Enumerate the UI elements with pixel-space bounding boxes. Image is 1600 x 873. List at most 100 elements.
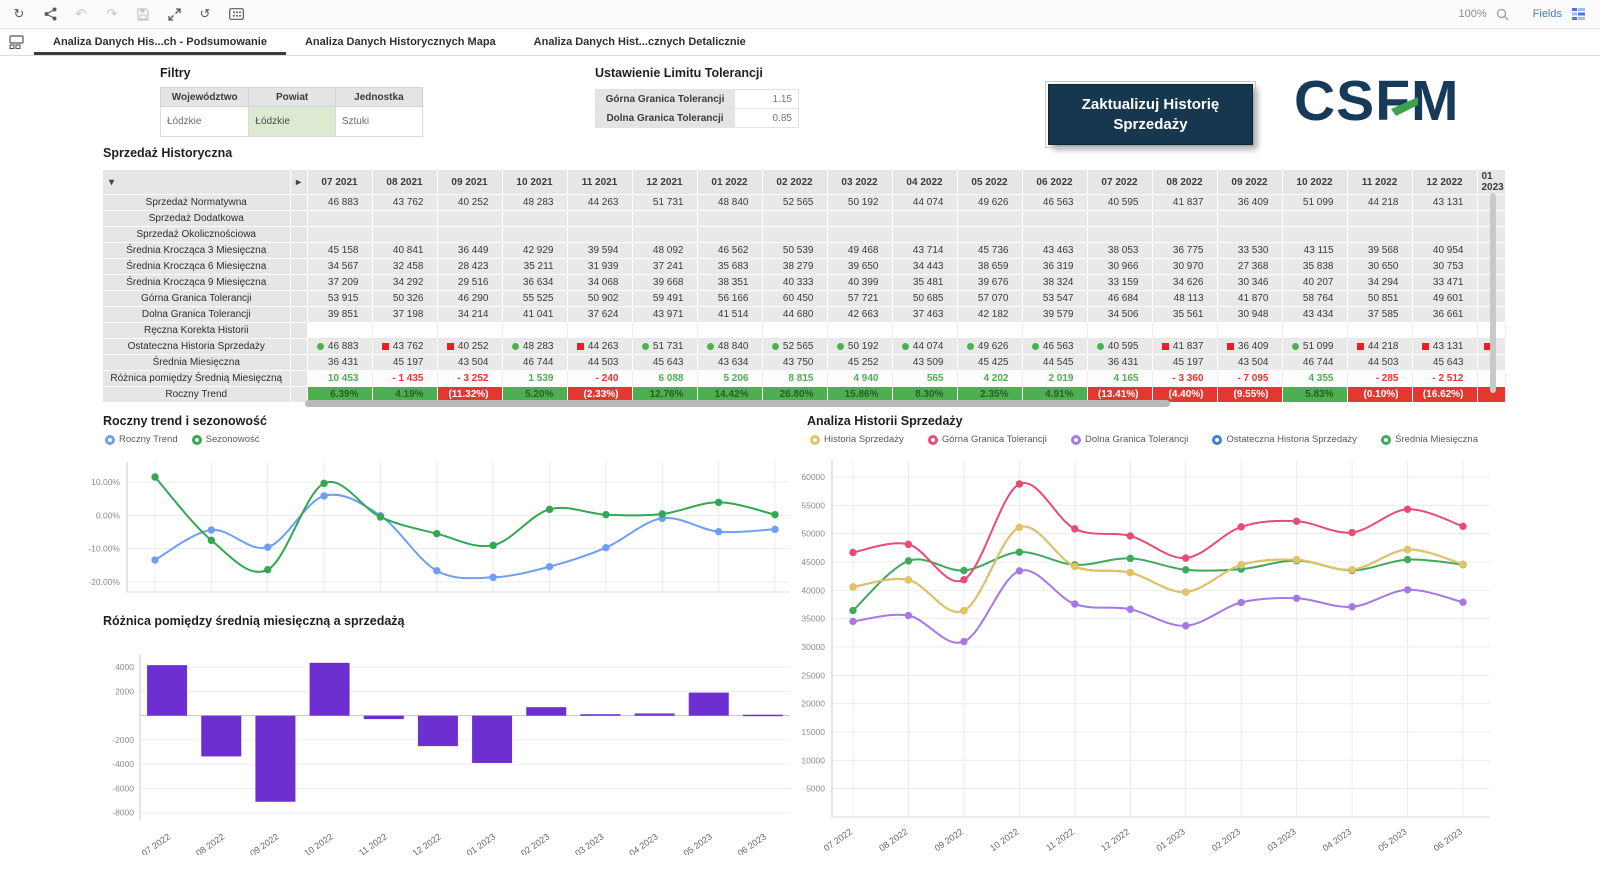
pivot-cell[interactable] [567, 322, 633, 339]
pivot-cell[interactable] [892, 322, 958, 339]
pivot-row: Sprzedaż Normatywna 46 883 43 762 40 252 48 … [103, 194, 1506, 211]
trend-chart-canvas[interactable]: 10.00% 0.00% -10.00% -20.00% [50, 452, 795, 604]
logo-letter: S [1336, 69, 1376, 133]
month-header[interactable]: 12 2022 [1412, 170, 1478, 195]
pivot-cell: 36 449 [437, 242, 503, 259]
month-header[interactable]: 09 2021 [437, 170, 503, 195]
table-vertical-scrollbar[interactable] [1490, 193, 1496, 393]
undo-icon[interactable]: ↶ [75, 6, 87, 21]
pivot-cell[interactable] [697, 322, 763, 339]
pivot-cell: 46 684 [1087, 290, 1153, 307]
pivot-dimension-dropdown[interactable]: ▾ [103, 170, 291, 195]
pivot-cell[interactable] [502, 322, 568, 339]
month-header[interactable]: 07 2021 [307, 170, 373, 195]
tolerance-upper-value[interactable]: 1.15 [734, 89, 799, 109]
pivot-cell[interactable] [1087, 322, 1153, 339]
pivot-cell[interactable] [1022, 322, 1088, 339]
diff-chart-canvas[interactable]: 4000 2000 -2000 -4000 -6000 -8000 07 2022 08 20… [95, 638, 795, 855]
history-legend-item[interactable]: Górna Granica Tolerancji [927, 434, 1047, 445]
month-header[interactable]: 08 2021 [372, 170, 438, 195]
tolerance-lower-value[interactable]: 0.85 [734, 108, 799, 128]
month-header[interactable]: 03 2022 [827, 170, 893, 195]
pivot-cell [762, 226, 828, 243]
month-header[interactable]: 07 2022 [1087, 170, 1153, 195]
pivot-cell [1022, 210, 1088, 227]
history-legend-item[interactable]: Średnia Miesięczna [1381, 434, 1478, 445]
history-legend-item[interactable]: Historia Sprzedaży [810, 434, 904, 445]
month-header[interactable]: 05 2022 [957, 170, 1023, 195]
month-header[interactable]: 12 2021 [632, 170, 698, 195]
filter-header-wojewodztwo[interactable]: Województwo [159, 87, 250, 107]
filter-header-jednostka[interactable]: Jednostka [334, 87, 424, 107]
redo-icon[interactable]: ↷ [106, 6, 118, 21]
month-header[interactable]: 04 2022 [892, 170, 958, 195]
save-icon[interactable] [135, 6, 151, 22]
pivot-cell[interactable] [1412, 322, 1478, 339]
pivot-cell[interactable] [372, 322, 438, 339]
pivot-cell[interactable] [1282, 322, 1348, 339]
table-horizontal-scrollbar[interactable] [305, 400, 1170, 407]
month-header[interactable]: 09 2022 [1217, 170, 1283, 195]
pivot-cell: 44 263 [567, 194, 633, 211]
pivot-row: Sprzedaż Dodatkowa [103, 210, 1506, 227]
month-header[interactable]: 11 2022 [1347, 170, 1413, 195]
month-header[interactable]: 02 2022 [762, 170, 828, 195]
fields-grid-icon[interactable] [1570, 6, 1586, 22]
pivot-cell: 45 158 [307, 242, 373, 259]
refresh-icon[interactable]: ↻ [13, 6, 25, 21]
pivot-cell: 40 595 [1087, 194, 1153, 211]
history-legend-item[interactable]: Ostateczna Historia Sprzedaży [1212, 434, 1357, 445]
pivot-cell: 44 263 [567, 338, 633, 355]
pivot-cell: 37 624 [567, 306, 633, 323]
history-chart-canvas[interactable]: 60000 55000 50000 45000 40000 35000 30000 25000… [798, 450, 1500, 855]
trend-legend-item[interactable]: Roczny Trend [105, 434, 178, 445]
selections-icon[interactable] [228, 6, 244, 22]
pivot-cell: 43 714 [892, 242, 958, 259]
pivot-cell [1282, 210, 1348, 227]
share-icon[interactable] [42, 6, 58, 22]
filter-value-wojewodztwo[interactable]: Łódzkie [159, 106, 250, 137]
history-legend-item[interactable]: Dolna Granica Tolerancji [1070, 434, 1188, 445]
zoom-icon[interactable] [1495, 6, 1511, 22]
tab-sheet-3[interactable]: Analiza Danych Hist...cznych Detalicznie [533, 36, 746, 48]
tab-sheet-1[interactable]: Analiza Danych His...ch - Podsumowanie [34, 29, 286, 55]
month-header[interactable]: 10 2022 [1282, 170, 1348, 195]
pivot-cell: 35 838 [1282, 258, 1348, 275]
svg-text:60000: 60000 [801, 472, 825, 482]
svg-text:4000: 4000 [115, 662, 134, 672]
tab-sheet-2[interactable]: Analiza Danych Historycznych Mapa [304, 36, 496, 48]
pivot-cell[interactable] [1152, 322, 1218, 339]
pivot-expand-arrow[interactable]: ▸ [290, 170, 308, 195]
legend-dot-icon [105, 434, 115, 445]
filter-value-powiat[interactable]: Łódzkie [248, 106, 336, 137]
pivot-cell[interactable] [762, 322, 828, 339]
month-header-partial[interactable]: 01 2023 [1477, 170, 1506, 195]
month-header[interactable]: 10 2021 [502, 170, 568, 195]
pivot-cell [697, 210, 763, 227]
expand-icon[interactable] [166, 6, 182, 22]
fields-button[interactable]: Fields [1532, 8, 1562, 20]
pivot-cell[interactable] [957, 322, 1023, 339]
toolbar-icon-group: ↻ ↶ ↷ ↺ [0, 6, 244, 22]
pivot-cell: - 3 360 [1152, 370, 1218, 387]
trend-legend-item[interactable]: Sezonowość [191, 434, 260, 445]
pivot-cell[interactable] [1347, 322, 1413, 339]
filter-value-jednostka[interactable]: Sztuki [334, 106, 424, 137]
pivot-cell[interactable] [827, 322, 893, 339]
filter-header-powiat[interactable]: Powiat [248, 87, 336, 107]
pivot-cell: 50 902 [567, 290, 633, 307]
pivot-cell[interactable] [1217, 322, 1283, 339]
svg-text:20000: 20000 [801, 699, 825, 709]
sheets-icon[interactable] [0, 29, 34, 55]
month-header[interactable]: 01 2022 [697, 170, 763, 195]
pivot-cell[interactable] [632, 322, 698, 339]
month-header[interactable]: 06 2022 [1022, 170, 1088, 195]
update-history-button[interactable]: Zaktualizuj Historię Sprzedaży [1045, 81, 1256, 148]
history-icon[interactable]: ↺ [199, 6, 211, 21]
pivot-row-arrow-cell [290, 338, 308, 355]
pivot-cell[interactable] [437, 322, 503, 339]
pivot-cell[interactable] [307, 322, 373, 339]
month-header[interactable]: 11 2021 [567, 170, 633, 195]
pivot-cell: 41 870 [1217, 290, 1283, 307]
month-header[interactable]: 08 2022 [1152, 170, 1218, 195]
